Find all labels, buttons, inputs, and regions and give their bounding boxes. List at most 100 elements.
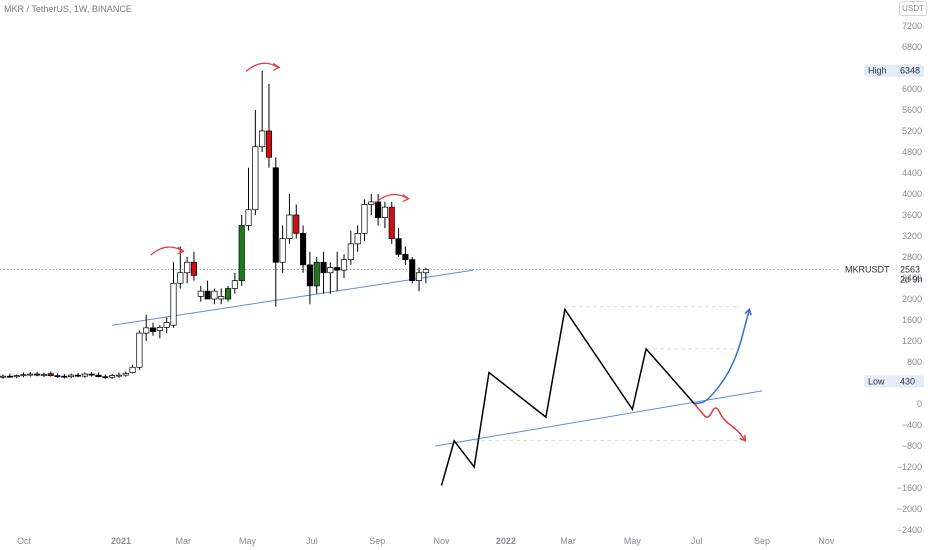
- candle: [143, 314, 150, 341]
- candle: [279, 225, 286, 273]
- projection-paths: [440, 307, 752, 486]
- x-tick-label: 2022: [496, 536, 516, 546]
- candle-body: [143, 327, 150, 334]
- candle-body: [109, 375, 116, 378]
- projection-up-curve-arrow-icon: [744, 308, 752, 316]
- candle: [238, 215, 245, 286]
- candle-body: [129, 366, 136, 373]
- x-tick-label: 2021: [111, 536, 131, 546]
- candle: [190, 251, 198, 281]
- candle: [149, 322, 157, 336]
- candle: [177, 246, 184, 289]
- candles: [0, 70, 429, 379]
- y-tick-label: −400: [902, 420, 922, 430]
- y-tick-label: 5600: [902, 105, 922, 115]
- candle-body: [68, 374, 75, 378]
- candle-body: [279, 238, 286, 263]
- candle-body: [265, 130, 273, 158]
- y-tick-label: 800: [907, 357, 922, 367]
- candle-body: [40, 374, 47, 376]
- y-tick-label: −2000: [897, 504, 922, 514]
- candle-body: [402, 254, 409, 260]
- x-tick-label: Sep: [369, 536, 385, 546]
- candle: [81, 372, 88, 378]
- candle-body: [88, 373, 95, 376]
- candle: [361, 199, 368, 242]
- price-tag-high: High 6348: [864, 64, 924, 77]
- candle-body: [245, 209, 252, 226]
- candle: [272, 157, 279, 307]
- price-tag-value: 430: [900, 376, 915, 386]
- candle: [327, 262, 334, 294]
- candle-body: [204, 290, 211, 300]
- candle: [170, 262, 177, 328]
- candle: [136, 330, 143, 370]
- candle: [68, 373, 75, 379]
- symbol-title: MKR / TetherUS, 1W, BINANCE: [4, 4, 132, 14]
- y-tick-label: 7200: [902, 21, 922, 31]
- candle-body: [375, 201, 382, 218]
- candle-body: [122, 373, 129, 376]
- candle: [184, 257, 191, 284]
- candle: [381, 201, 388, 229]
- x-tick-label: Jul: [306, 536, 318, 546]
- candle-body: [218, 296, 225, 300]
- projection-up-curve: [694, 309, 751, 405]
- candle: [293, 204, 300, 239]
- y-tick-label: 6000: [902, 84, 922, 94]
- candle: [47, 371, 54, 377]
- x-tick-label: May: [239, 536, 257, 546]
- candle-body: [409, 259, 416, 281]
- candle: [368, 194, 375, 215]
- candle: [320, 251, 327, 294]
- candle-body: [190, 261, 198, 276]
- projection-dashed-levels: [474, 306, 738, 442]
- x-tick-label: Mar: [560, 536, 576, 546]
- candle: [300, 225, 307, 273]
- candle-body: [0, 375, 7, 378]
- candle: [20, 372, 27, 378]
- candle-body: [115, 374, 122, 377]
- candle: [129, 364, 136, 374]
- candle-body: [27, 373, 34, 376]
- currency-button[interactable]: USDT: [899, 1, 927, 16]
- candle: [245, 167, 252, 231]
- candle: [34, 371, 41, 377]
- candle: [402, 246, 409, 265]
- candle-body: [156, 327, 163, 331]
- candle-body: [225, 288, 232, 300]
- y-tick-label: 1200: [902, 336, 922, 346]
- candle: [286, 194, 293, 244]
- candle-body: [306, 264, 313, 287]
- candle: [102, 374, 109, 379]
- candle-body: [163, 322, 170, 328]
- y-tick-label: 2400: [902, 273, 922, 283]
- candle: [395, 228, 402, 257]
- y-tick-label: 2800: [902, 252, 922, 262]
- candle: [252, 110, 259, 215]
- y-tick-label: −800: [902, 441, 922, 451]
- price-tag-label: Low: [868, 376, 885, 386]
- candle: [74, 373, 82, 378]
- y-tick-label: 5200: [902, 126, 922, 136]
- candle: [13, 374, 20, 379]
- y-tick-label: −2400: [897, 525, 922, 535]
- candle-body: [347, 243, 354, 260]
- y-axis[interactable]: 7200680064006000560052004800440040003600…: [897, 21, 922, 535]
- y-tick-label: −1600: [897, 483, 922, 493]
- x-tick-label: Mar: [175, 536, 191, 546]
- y-tick-label: 0: [917, 399, 922, 409]
- candle-body: [47, 373, 54, 376]
- x-axis[interactable]: Oct 2021 Mar May Jul Sep Nov 2022 Mar May Jul Sep No…: [17, 536, 835, 546]
- candle-body: [238, 225, 245, 281]
- candle-body: [95, 374, 102, 378]
- price-tag-label: High: [868, 66, 887, 76]
- candle-body: [334, 267, 341, 271]
- candle: [163, 317, 170, 334]
- price-tag-bg: [864, 64, 924, 77]
- y-tick-label: 4000: [902, 189, 922, 199]
- y-tick-label: 6800: [902, 42, 922, 52]
- candle: [375, 194, 382, 226]
